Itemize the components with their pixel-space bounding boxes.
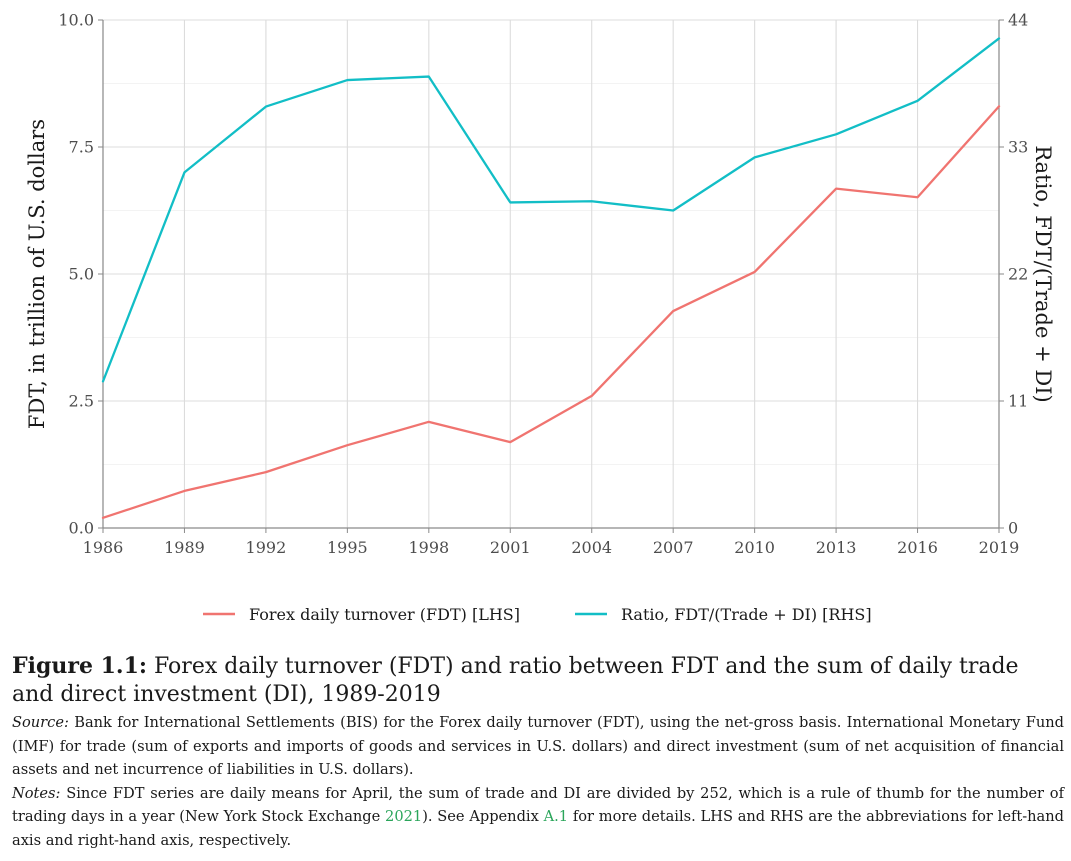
notes-label: Notes: <box>12 784 61 802</box>
fdt-series-line <box>101 105 1001 519</box>
x-tick-label: 2019 <box>979 538 1020 557</box>
x-tick-label: 2013 <box>816 538 857 557</box>
figure-number: Figure 1.1: <box>12 653 147 679</box>
x-tick-label: 1986 <box>83 538 124 557</box>
appendix-link[interactable]: A.1 <box>543 808 569 825</box>
figure-caption: Figure 1.1: Forex daily turnover (FDT) a… <box>12 652 1064 852</box>
y-right-tick-label: 33 <box>1008 138 1028 157</box>
caption-notes: Notes: Since FDT series are daily means … <box>12 782 1064 853</box>
citation-link-nyse[interactable]: 2021 <box>385 808 423 825</box>
notes-text-3: for more details. LHS and RHS are the ab… <box>12 808 1064 849</box>
x-tick-label: 2007 <box>653 538 694 557</box>
y-axis-right-title: Ratio, FDT/(Trade + DI) <box>1031 145 1055 402</box>
x-tick-label: 1992 <box>246 538 287 557</box>
caption-title-text: Forex daily turnover (FDT) and ratio bet… <box>12 654 1019 707</box>
caption-title: Figure 1.1: Forex daily turnover (FDT) a… <box>12 652 1064 709</box>
legend-label-ratio: Ratio, FDT/(Trade + DI) [RHS] <box>621 605 872 624</box>
notes-text-2: ). See Appendix <box>422 808 539 825</box>
notes-text-1: Since FDT series are daily means for Apr… <box>12 784 1064 826</box>
y-right-tick-label: 22 <box>1008 265 1028 284</box>
chart: 0.0 2.5 5.0 7.5 10.0 0 11 22 33 44 1986 1989 1992 199… <box>25 11 1055 625</box>
ratio-series-line <box>101 37 1001 383</box>
y-right-tick-label: 11 <box>1008 392 1028 411</box>
source-text: Bank for International Settlements (BIS)… <box>12 714 1064 778</box>
x-tick-label: 1995 <box>327 538 368 557</box>
y-left-tick-label: 10.0 <box>58 11 94 30</box>
y-left-tick-label: 5.0 <box>69 265 94 284</box>
y-left-tick-label: 0.0 <box>69 519 94 538</box>
x-tick-label: 2004 <box>571 538 612 557</box>
caption-source: Source: Bank for International Settlemen… <box>12 711 1064 782</box>
x-tick-label: 1998 <box>408 538 449 557</box>
caption-body: Source: Bank for International Settlemen… <box>12 711 1064 852</box>
y-left-tick-label: 7.5 <box>69 138 94 157</box>
legend-label-fdt: Forex daily turnover (FDT) [LHS] <box>249 605 520 624</box>
y-axis-left-title: FDT, in trillion of U.S. dollars <box>25 119 49 429</box>
x-tick-label: 2016 <box>897 538 938 557</box>
source-label: Source: <box>12 714 69 731</box>
x-tick-label: 2010 <box>734 538 775 557</box>
x-tick-label: 1989 <box>164 538 205 557</box>
y-left-tick-label: 2.5 <box>69 392 94 411</box>
tick-labels: 0.0 2.5 5.0 7.5 10.0 0 11 22 33 44 1986 1989 1992 199… <box>58 11 1028 558</box>
legend: Forex daily turnover (FDT) [LHS] Ratio, F… <box>203 605 872 624</box>
y-right-tick-label: 0 <box>1008 519 1018 538</box>
y-right-tick-label: 44 <box>1008 11 1028 30</box>
series-lines <box>101 37 1001 519</box>
x-tick-label: 2001 <box>490 538 531 557</box>
